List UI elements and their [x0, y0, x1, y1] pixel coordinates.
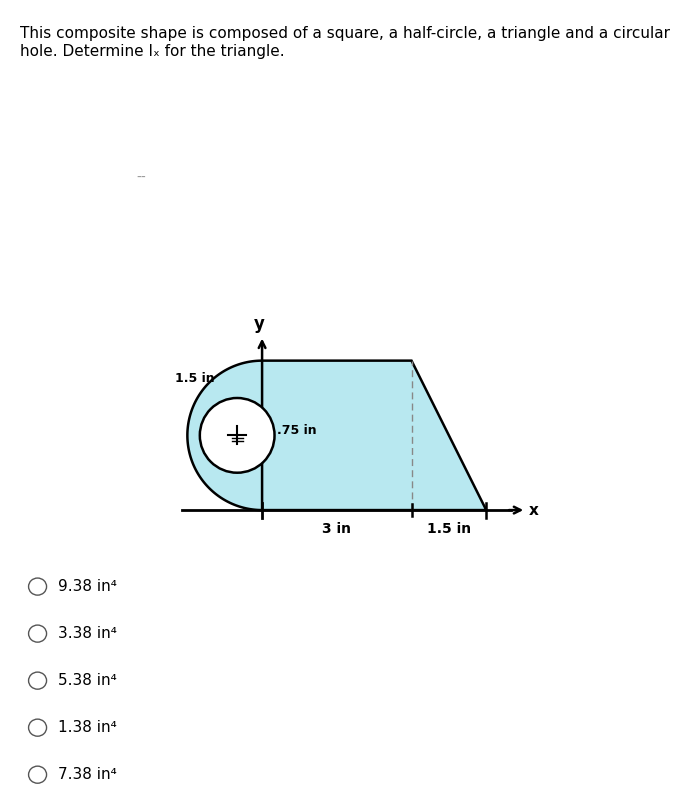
- Ellipse shape: [29, 625, 46, 642]
- Text: y: y: [254, 316, 265, 333]
- Text: .75 in: .75 in: [277, 424, 317, 437]
- Polygon shape: [187, 360, 486, 510]
- Text: 1.5 in: 1.5 in: [427, 522, 471, 536]
- Text: --: --: [137, 171, 146, 185]
- Ellipse shape: [29, 672, 46, 689]
- Text: 7.38 in⁴: 7.38 in⁴: [58, 768, 117, 782]
- Text: 9.38 in⁴: 9.38 in⁴: [58, 579, 117, 594]
- Text: x: x: [529, 503, 538, 517]
- Ellipse shape: [29, 578, 46, 595]
- Text: 1.5 in: 1.5 in: [175, 371, 214, 385]
- Text: 3.38 in⁴: 3.38 in⁴: [58, 626, 117, 641]
- Ellipse shape: [29, 766, 46, 783]
- Ellipse shape: [29, 719, 46, 736]
- Text: 1.38 in⁴: 1.38 in⁴: [58, 720, 117, 735]
- Text: 3 in: 3 in: [322, 522, 351, 536]
- Circle shape: [200, 398, 275, 473]
- Text: This composite shape is composed of a square, a half-circle, a triangle and a ci: This composite shape is composed of a sq…: [20, 26, 671, 59]
- Text: 5.38 in⁴: 5.38 in⁴: [58, 673, 117, 688]
